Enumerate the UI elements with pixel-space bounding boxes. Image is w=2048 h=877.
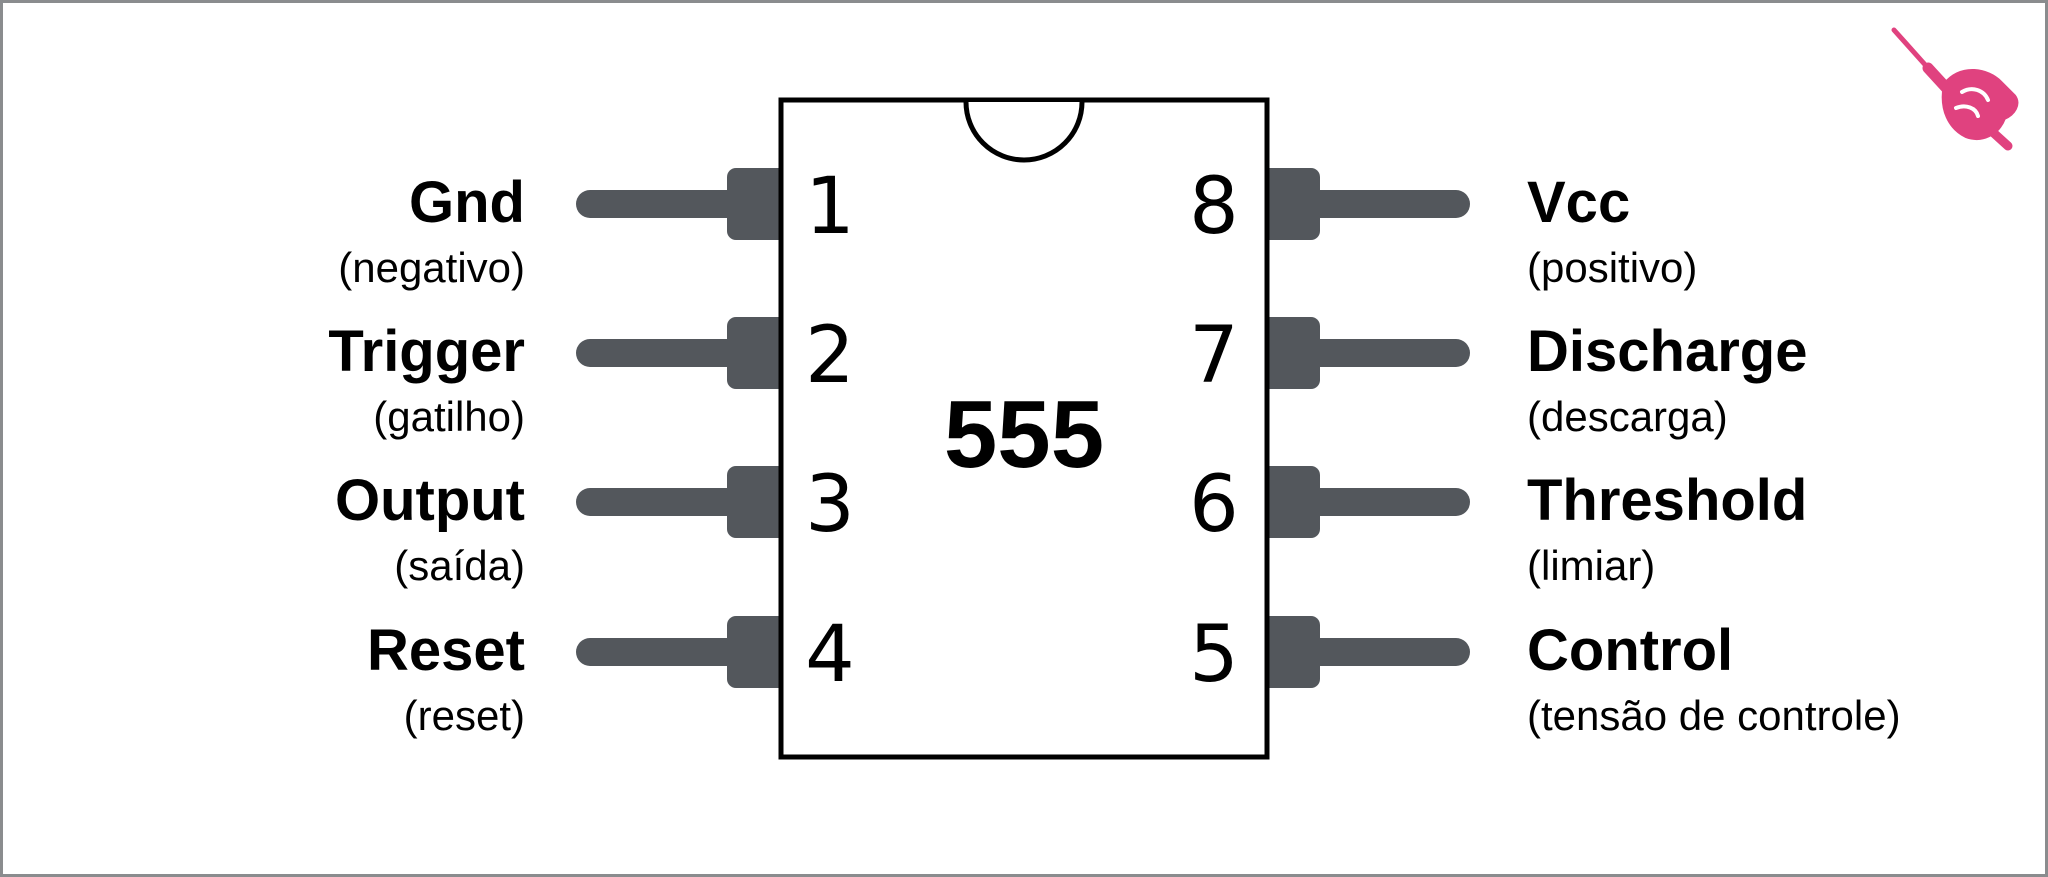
pin-8-desc: (positivo) <box>1527 244 1697 291</box>
pin-6-desc: (limiar) <box>1527 542 1655 589</box>
pin-number-7: 7 <box>1189 311 1239 401</box>
pin-7-leg <box>1260 317 1470 389</box>
pin-number-3: 3 <box>805 460 855 550</box>
pin-number-2: 2 <box>805 311 855 401</box>
pin-5-name: Control <box>1527 618 1733 683</box>
pin-1-name: Gnd <box>409 170 525 235</box>
pin-5-desc: (tensão de controle) <box>1527 692 1901 739</box>
chip-name: 555 <box>944 381 1104 488</box>
pin-5-leg <box>1260 616 1470 688</box>
pin-4-name: Reset <box>367 618 525 683</box>
pin-1-leg <box>576 168 787 240</box>
screwdriver-hand-logo-icon <box>1891 27 2019 151</box>
pin-3-leg <box>576 466 787 538</box>
chip-notch <box>963 101 1085 163</box>
pin-6-leg <box>1260 466 1470 538</box>
pin-number-6: 6 <box>1189 460 1239 550</box>
pin-2-name: Trigger <box>328 319 525 384</box>
pin-7-name: Discharge <box>1527 319 1807 384</box>
pin-number-1: 1 <box>805 162 855 252</box>
pin-8-name: Vcc <box>1527 170 1630 235</box>
pin-4-leg <box>576 616 787 688</box>
chip-body <box>778 97 1270 760</box>
pin-number-4: 4 <box>805 610 855 700</box>
pin-1-desc: (negativo) <box>338 244 525 291</box>
pin-6-name: Threshold <box>1527 468 1807 533</box>
pin-2-desc: (gatilho) <box>373 393 525 440</box>
pin-3-desc: (saída) <box>394 542 525 589</box>
pin-number-5: 5 <box>1189 610 1239 700</box>
pin-7-desc: (descarga) <box>1527 393 1728 440</box>
pin-3-name: Output <box>335 468 525 533</box>
pin-4-desc: (reset) <box>404 692 525 739</box>
pin-number-8: 8 <box>1189 162 1239 252</box>
pin-8-leg <box>1260 168 1470 240</box>
pin-2-leg <box>576 317 787 389</box>
